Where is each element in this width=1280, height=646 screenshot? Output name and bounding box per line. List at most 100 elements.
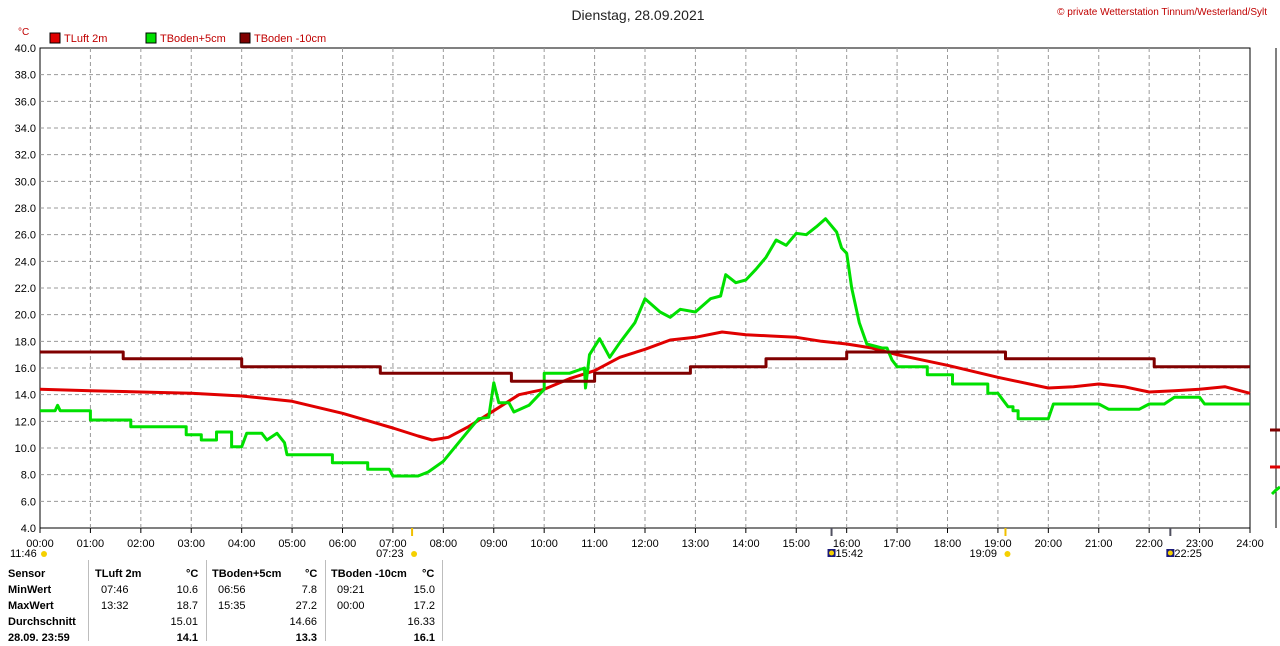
- x-tick-label: 19:00: [984, 538, 1012, 550]
- chart-grid: [40, 48, 1250, 528]
- row-label: Durchschnitt: [8, 616, 76, 628]
- x-axis-ticks: 00:00 01:00 02:00 03:00 04:00 05:00 06:00 07:00…: [26, 528, 1264, 550]
- row-time: 07:46: [101, 584, 129, 596]
- x-tick-label: 15:00: [782, 538, 810, 550]
- statistics-table: Sensor TLuft 2m °C TBoden+5cm °C TBoden …: [0, 560, 445, 644]
- row-label: 28.09. 23:59: [8, 632, 70, 644]
- series-line-tboden-10cm: [40, 350, 1250, 383]
- y-tick-label: 16.0: [15, 363, 36, 375]
- x-tick-label: 06:00: [329, 538, 357, 550]
- row-label: MinWert: [8, 584, 52, 596]
- header-tboden5: TBoden+5cm: [212, 568, 282, 580]
- header-tboden10-unit: °C: [422, 568, 435, 580]
- y-tick-label: 34.0: [15, 123, 36, 135]
- sun-moon-markers: 11:46 07:23 15:42 19:09 22:25: [10, 528, 1202, 560]
- chart-title: Dienstag, 28.09.2021: [571, 7, 704, 23]
- header-tluft-unit: °C: [186, 568, 199, 580]
- y-tick-label: 18.0: [15, 336, 36, 348]
- x-tick-label: 08:00: [430, 538, 458, 550]
- legend-label: TBoden -10cm: [254, 33, 326, 45]
- x-tick-label: 11:00: [581, 538, 608, 550]
- x-tick-label: 24:00: [1236, 538, 1264, 550]
- x-tick-label: 16:00: [833, 538, 861, 550]
- row-value: 16.33: [407, 616, 435, 628]
- x-tick-label: 03:00: [177, 538, 205, 550]
- y-tick-label: 36.0: [15, 96, 36, 108]
- y-tick-label: 26.0: [15, 230, 36, 242]
- chart-series: [39, 217, 1251, 478]
- sun-icon: [41, 551, 47, 557]
- row-value: 13.3: [295, 632, 317, 644]
- row-value: 14.1: [176, 632, 198, 644]
- x-tick-label: 14:00: [732, 538, 760, 550]
- x-tick-label: 12:00: [631, 538, 659, 550]
- y-tick-label: 10.0: [15, 443, 36, 455]
- y-tick-label: 6.0: [21, 496, 36, 508]
- x-tick-label: 13:00: [682, 538, 710, 550]
- y-tick-label: 40.0: [15, 43, 36, 55]
- row-time: 15:35: [218, 600, 246, 612]
- marker-time-label: 19:09: [969, 548, 997, 560]
- station-credit: © private Wetterstation Tinnum/Westerlan…: [1057, 7, 1267, 18]
- x-tick-label: 07:00: [379, 538, 407, 550]
- legend-label: TLuft 2m: [64, 33, 107, 45]
- legend-label: TBoden+5cm: [160, 33, 226, 45]
- row-value: 16.1: [413, 632, 435, 644]
- header-tboden10: TBoden -10cm: [331, 568, 407, 580]
- x-tick-label: 04:00: [228, 538, 256, 550]
- row-value: 10.6: [176, 584, 198, 596]
- marker-time-label: 11:46: [10, 548, 37, 560]
- row-time: 00:00: [337, 600, 365, 612]
- series-line-tluft-2m: [39, 330, 1251, 442]
- x-tick-label: 17:00: [883, 538, 911, 550]
- marker-time-label: 07:23: [376, 548, 404, 560]
- x-tick-label: 18:00: [934, 538, 962, 550]
- y-axis-ticks: 4.0 6.0 8.0 10.0 12.0 14.0 16.0 18.0 20.0 22.0 24.…: [15, 43, 36, 535]
- y-tick-label: 24.0: [15, 256, 36, 268]
- x-tick-label: 22:00: [1135, 538, 1163, 550]
- y-tick-label: 8.0: [21, 470, 36, 482]
- next-chart-edge: [1270, 48, 1280, 528]
- x-tick-label: 02:00: [127, 538, 155, 550]
- marker-time-label: 15:42: [836, 548, 864, 560]
- legend-swatch: [239, 32, 251, 44]
- y-tick-label: 32.0: [15, 150, 36, 162]
- x-tick-label: 23:00: [1186, 538, 1214, 550]
- x-tick-label: 10:00: [530, 538, 558, 550]
- x-tick-label: 09:00: [480, 538, 508, 550]
- sun-icon: [1004, 551, 1011, 557]
- header-tboden5-unit: °C: [305, 568, 318, 580]
- x-tick-label: 00:00: [26, 538, 54, 550]
- header-sensor: Sensor: [8, 568, 46, 580]
- row-value: 18.7: [176, 600, 198, 612]
- sun-icon: [411, 551, 418, 557]
- row-value: 27.2: [295, 600, 317, 612]
- marker-time-label: 22:25: [1174, 548, 1202, 560]
- row-label: MaxWert: [8, 600, 54, 612]
- row-value: 17.2: [413, 600, 435, 612]
- temperature-chart: Dienstag, 28.09.2021 © private Wettersta…: [10, 7, 1280, 560]
- row-value: 7.8: [301, 584, 317, 596]
- y-tick-label: 14.0: [15, 390, 36, 402]
- header-tluft: TLuft 2m: [95, 568, 142, 580]
- row-time: 09:21: [337, 584, 365, 596]
- legend-swatch: [49, 32, 61, 44]
- row-value: 14.66: [289, 616, 317, 628]
- moon-icon-face: [1167, 550, 1173, 556]
- y-tick-label: 20.0: [15, 310, 36, 322]
- x-tick-label: 21:00: [1085, 538, 1113, 550]
- y-tick-label: 38.0: [15, 70, 36, 82]
- y-unit-label: °C: [18, 27, 29, 38]
- row-value: 15.0: [413, 584, 435, 596]
- chart-legend: TLuft 2m TBoden+5cm TBoden -10cm: [49, 32, 326, 45]
- y-tick-label: 12.0: [15, 416, 36, 428]
- y-tick-label: 4.0: [21, 523, 36, 535]
- y-tick-label: 30.0: [15, 176, 36, 188]
- legend-swatch: [145, 32, 157, 44]
- x-tick-label: 20:00: [1035, 538, 1063, 550]
- moon-icon-face: [829, 550, 835, 556]
- x-tick-label: 01:00: [77, 538, 105, 550]
- series-line-tboden-5cm: [40, 217, 1250, 478]
- row-time: 13:32: [101, 600, 129, 612]
- y-tick-label: 22.0: [15, 283, 36, 295]
